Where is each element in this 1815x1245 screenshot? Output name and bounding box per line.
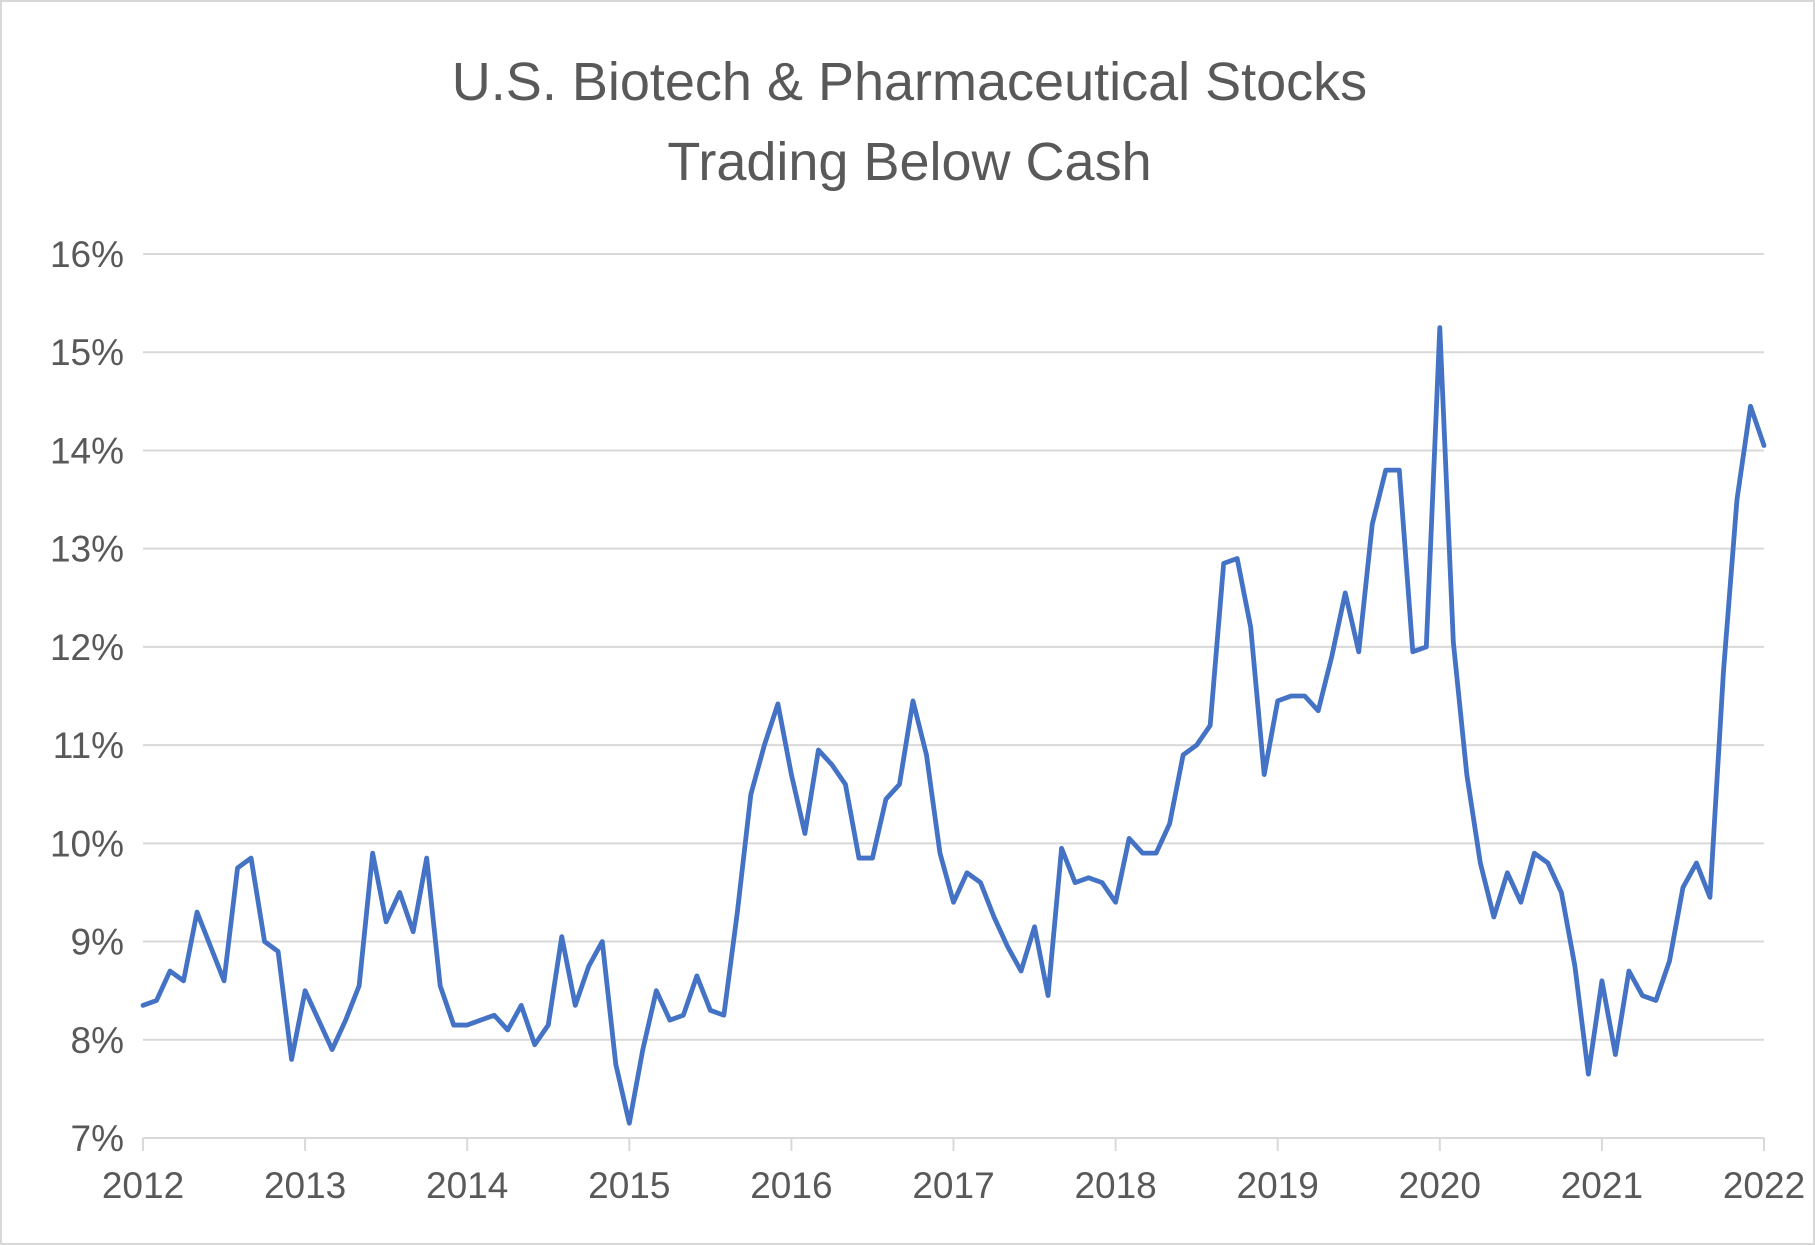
- chart-title-line1: U.S. Biotech & Pharmaceutical Stocks: [451, 52, 1368, 112]
- y-tick-label: 13%: [50, 529, 124, 570]
- x-tick-label: 2018: [1074, 1165, 1156, 1206]
- y-tick-label: 9%: [71, 922, 124, 963]
- x-tick-label: 2015: [588, 1165, 670, 1206]
- x-tick-label: 2022: [1723, 1165, 1805, 1206]
- x-tick-label: 2017: [912, 1165, 994, 1206]
- y-tick-label: 12%: [50, 627, 124, 668]
- y-tick-label: 15%: [50, 332, 124, 373]
- chart-title: U.S. Biotech & Pharmaceutical Stocks Tra…: [2, 42, 1813, 202]
- y-tick-label: 16%: [50, 234, 124, 275]
- x-tick-label: 2013: [264, 1165, 346, 1206]
- x-tick-label: 2020: [1399, 1165, 1481, 1206]
- x-tick-label: 2021: [1561, 1165, 1643, 1206]
- x-axis-labels: 2012 2013 2014 2015 2016 2017 2018 2019 2020 2021…: [102, 1165, 1805, 1206]
- y-tick-label: 7%: [71, 1118, 124, 1159]
- gridlines: [143, 253, 1764, 1139]
- data-line: [140, 325, 1767, 1126]
- chart-title-line2: Trading Below Cash: [667, 132, 1152, 192]
- y-tick-label: 8%: [71, 1020, 124, 1061]
- x-tick-label: 2012: [102, 1165, 184, 1206]
- y-tick-label: 10%: [50, 823, 124, 864]
- x-tick-label: 2016: [750, 1165, 832, 1206]
- x-tick-label: 2019: [1237, 1165, 1319, 1206]
- y-tick-label: 11%: [53, 725, 124, 766]
- y-axis-labels: 7% 8% 9% 10% 11% 12% 13% 14% 15% 16%: [50, 234, 124, 1159]
- axis-ticks: [142, 1138, 1765, 1151]
- x-tick-label: 2014: [426, 1165, 508, 1206]
- y-tick-label: 14%: [50, 430, 124, 471]
